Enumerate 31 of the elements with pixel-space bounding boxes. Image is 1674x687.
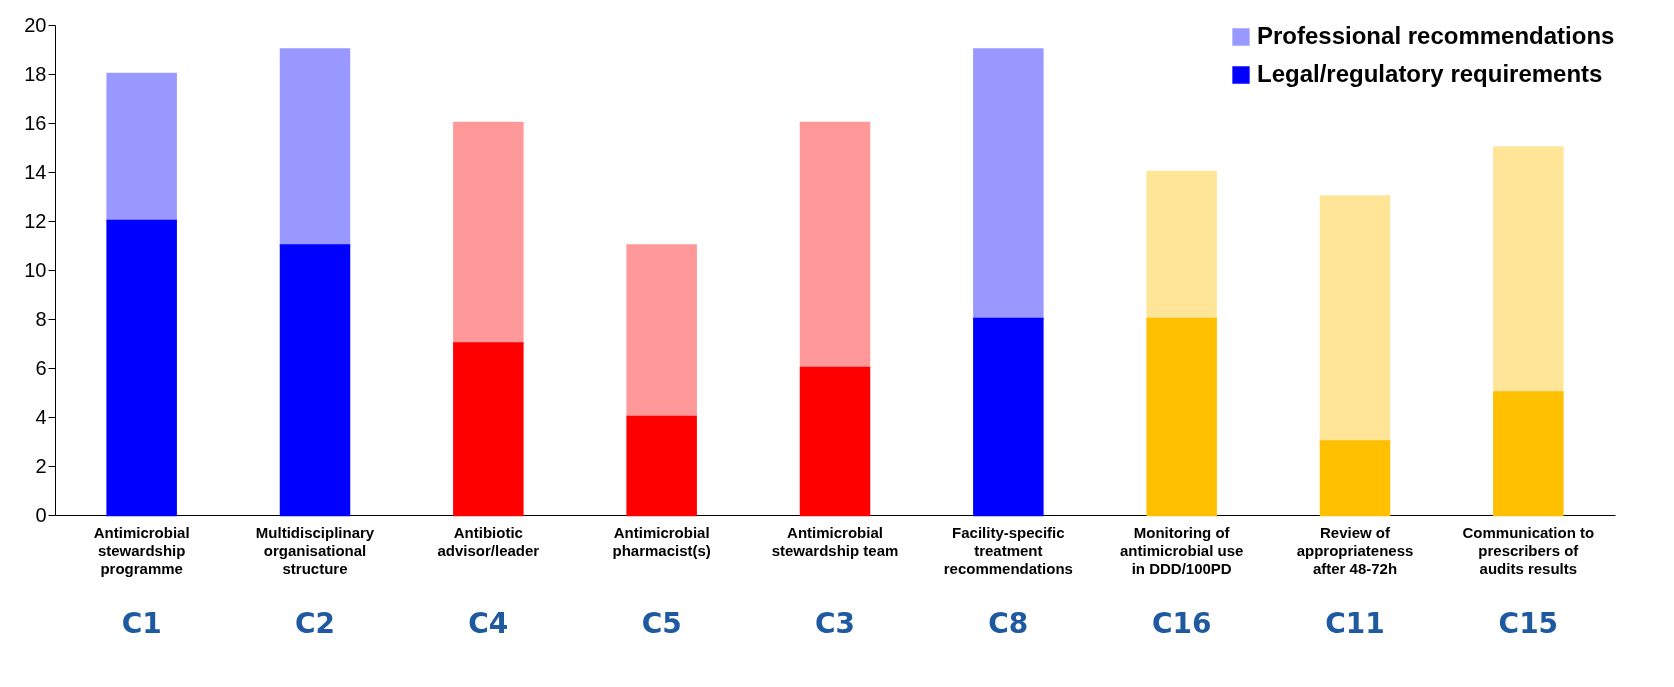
legend-label: Professional recommendations [1257,22,1615,49]
x-tick-label: Antimicrobial stewardship team [771,523,899,559]
text: C15 [1498,607,1559,640]
x-tick-label: Antimicrobial stewardship programme [93,523,190,577]
x-tick-label: Antimicrobial pharmacist(s) [612,523,711,559]
x-tick-label: Review of appropriateness after 48-72h [1296,523,1414,577]
x-tick-label: Communication to prescribers of audits results [1462,523,1595,577]
y-tick-label: 2 [35,454,47,477]
x-tick-label: Facility-specific treatment recommendations [943,523,1073,577]
x-tick-label: Antibiotic advisor/leader [437,523,540,559]
y-tick-label: 14 [24,160,47,183]
x-tick-label: Multidisciplinary organisational structure [255,523,375,577]
y-tick-label: 8 [35,307,47,330]
y-tick-label: 18 [24,62,47,85]
y-tick-label: 12 [24,209,47,232]
y-tick-label: 6 [35,356,47,379]
y-tick-label: 16 [24,111,47,134]
x-tick-label: Monitoring of antimicrobial use in DDD/100PD [1119,523,1244,577]
text: C2 [294,607,336,640]
y-tick-label: 0 [35,503,47,526]
legend-label: Legal/regulatory requirements [1257,60,1603,87]
text: C16 [1151,607,1212,640]
text: C8 [988,607,1029,640]
y-tick-label: 20 [24,13,47,36]
text: C5 [641,607,682,640]
text: C11 [1325,607,1385,640]
text: C1 [121,607,162,640]
y-tick-label: 4 [35,405,47,428]
text: C4 [468,607,509,640]
y-tick-label: 10 [24,258,47,281]
text: C3 [814,607,856,640]
